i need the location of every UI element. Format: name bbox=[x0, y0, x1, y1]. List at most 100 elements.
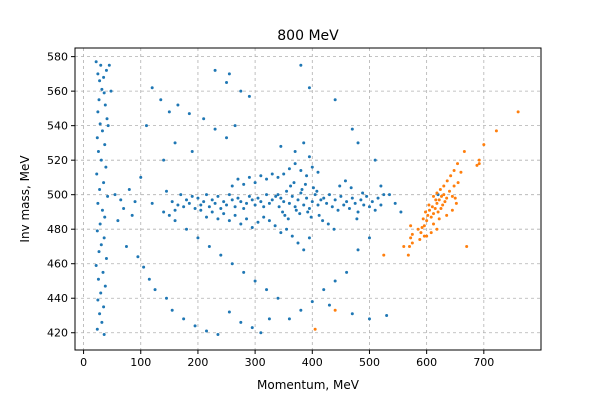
data-point bbox=[333, 279, 337, 283]
data-point bbox=[302, 248, 306, 252]
data-point bbox=[100, 87, 104, 91]
data-point bbox=[435, 191, 439, 195]
data-point bbox=[233, 124, 237, 128]
data-point bbox=[399, 210, 403, 214]
data-point bbox=[222, 212, 226, 216]
data-point bbox=[425, 234, 429, 238]
data-point bbox=[196, 196, 200, 200]
data-point bbox=[355, 217, 359, 221]
data-point bbox=[325, 201, 329, 205]
data-point bbox=[170, 200, 174, 204]
data-point bbox=[435, 227, 439, 231]
data-point bbox=[270, 198, 274, 202]
data-point bbox=[298, 212, 302, 216]
data-point bbox=[259, 331, 263, 335]
data-point bbox=[133, 200, 137, 204]
data-point bbox=[410, 241, 414, 245]
data-point bbox=[247, 94, 251, 98]
data-point bbox=[230, 262, 234, 266]
data-point bbox=[362, 203, 366, 207]
data-point bbox=[345, 200, 349, 204]
data-point bbox=[193, 324, 197, 328]
data-point bbox=[122, 206, 126, 210]
data-point bbox=[205, 215, 209, 219]
data-point bbox=[100, 208, 104, 212]
data-point bbox=[98, 222, 102, 226]
data-point bbox=[465, 244, 469, 248]
data-point bbox=[139, 175, 143, 179]
data-point bbox=[276, 175, 280, 179]
data-point bbox=[162, 210, 166, 214]
data-point bbox=[307, 155, 311, 159]
x-tick-label: 0 bbox=[80, 356, 87, 369]
data-point bbox=[213, 68, 217, 72]
data-point bbox=[356, 141, 360, 145]
data-point bbox=[439, 206, 443, 210]
data-point bbox=[407, 244, 411, 248]
data-point bbox=[239, 320, 243, 324]
data-point bbox=[182, 205, 186, 209]
data-point bbox=[367, 205, 371, 209]
data-point bbox=[432, 222, 436, 226]
data-point bbox=[434, 198, 438, 202]
chart-title: 800 MeV bbox=[277, 28, 339, 44]
data-point bbox=[245, 201, 249, 205]
data-point bbox=[316, 203, 320, 207]
data-point bbox=[230, 198, 234, 202]
data-point bbox=[322, 196, 326, 200]
data-point bbox=[307, 206, 311, 210]
data-point bbox=[459, 170, 463, 174]
data-point bbox=[205, 329, 209, 333]
data-point bbox=[422, 234, 426, 238]
y-tick-label: 480 bbox=[47, 223, 68, 236]
data-point bbox=[227, 219, 231, 223]
data-point bbox=[436, 210, 440, 214]
data-point bbox=[96, 201, 100, 205]
data-point bbox=[210, 198, 214, 202]
data-point bbox=[213, 201, 217, 205]
data-point bbox=[164, 189, 168, 193]
data-point bbox=[356, 210, 360, 214]
data-point bbox=[307, 236, 311, 240]
data-point bbox=[365, 194, 369, 198]
data-point bbox=[233, 205, 237, 209]
data-point bbox=[256, 220, 260, 224]
data-point bbox=[349, 186, 353, 190]
data-point bbox=[452, 184, 456, 188]
data-point bbox=[292, 181, 296, 185]
data-point bbox=[109, 89, 113, 93]
data-point bbox=[516, 110, 520, 114]
data-point bbox=[187, 112, 191, 116]
data-point bbox=[452, 169, 456, 173]
data-point bbox=[98, 188, 102, 192]
data-point bbox=[219, 206, 223, 210]
data-point bbox=[321, 219, 325, 223]
data-point bbox=[445, 213, 449, 217]
data-point bbox=[342, 203, 346, 207]
data-point bbox=[98, 312, 102, 316]
data-point bbox=[429, 231, 433, 235]
data-point bbox=[410, 232, 414, 236]
data-point bbox=[162, 158, 166, 162]
data-point bbox=[202, 200, 206, 204]
data-point bbox=[290, 234, 294, 238]
data-point bbox=[406, 253, 410, 257]
data-point bbox=[282, 172, 286, 176]
data-point bbox=[239, 200, 243, 204]
data-point bbox=[438, 188, 442, 192]
data-point bbox=[124, 244, 128, 248]
y-tick-label: 580 bbox=[47, 51, 68, 64]
data-point bbox=[184, 198, 188, 202]
data-point bbox=[147, 277, 151, 281]
data-point bbox=[311, 186, 315, 190]
data-point bbox=[190, 150, 194, 154]
data-point bbox=[302, 203, 306, 207]
data-point bbox=[310, 300, 314, 304]
data-point bbox=[443, 200, 447, 204]
data-point bbox=[98, 122, 102, 126]
data-point bbox=[153, 288, 157, 292]
data-point bbox=[253, 203, 257, 207]
data-point bbox=[99, 243, 103, 247]
data-point bbox=[306, 210, 310, 214]
data-point bbox=[319, 198, 323, 202]
